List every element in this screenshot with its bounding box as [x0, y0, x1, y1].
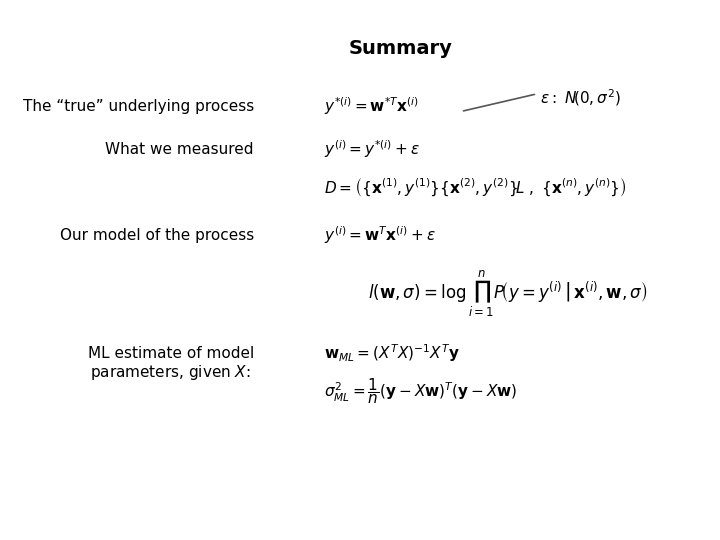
Text: $\sigma^2_{ML} = \dfrac{1}{n}(\mathbf{y} - X\mathbf{w})^T (\mathbf{y} - X\mathbf: $\sigma^2_{ML} = \dfrac{1}{n}(\mathbf{y}… — [324, 376, 518, 406]
Text: Our model of the process: Our model of the process — [60, 227, 254, 242]
Text: $\varepsilon : \ N\!\left(0, \sigma^2\right)$: $\varepsilon : \ N\!\left(0, \sigma^2\ri… — [540, 87, 621, 109]
Text: $y^{*(i)} = \mathbf{w}^{*T}\mathbf{x}^{(i)}$: $y^{*(i)} = \mathbf{w}^{*T}\mathbf{x}^{(… — [324, 95, 419, 117]
Text: $y^{(i)} = y^{*(i)} + \varepsilon$: $y^{(i)} = y^{*(i)} + \varepsilon$ — [324, 138, 420, 160]
Text: What we measured: What we measured — [105, 141, 254, 157]
Text: $\mathbf{w}_{ML} = \left(X^T X\right)^{-1} X^T \mathbf{y}$: $\mathbf{w}_{ML} = \left(X^T X\right)^{-… — [324, 342, 460, 364]
Text: ML estimate of model
parameters, given $X$:: ML estimate of model parameters, given $… — [88, 346, 254, 382]
Text: $l(\mathbf{w}, \sigma) = \log \prod_{i=1}^{n} P\!\left(y = y^{(i)} \,\middle|\, : $l(\mathbf{w}, \sigma) = \log \prod_{i=1… — [369, 269, 648, 319]
Text: Summary: Summary — [348, 39, 452, 58]
Text: $y^{(i)} = \mathbf{w}^{T}\mathbf{x}^{(i)} + \varepsilon$: $y^{(i)} = \mathbf{w}^{T}\mathbf{x}^{(i)… — [324, 224, 436, 246]
Text: The “true” underlying process: The “true” underlying process — [22, 99, 254, 113]
Text: $D = \left(\left\{\mathbf{x}^{(1)}, y^{(1)}\right\} \left\{\mathbf{x}^{(2)}, y^{: $D = \left(\left\{\mathbf{x}^{(1)}, y^{(… — [324, 176, 626, 198]
